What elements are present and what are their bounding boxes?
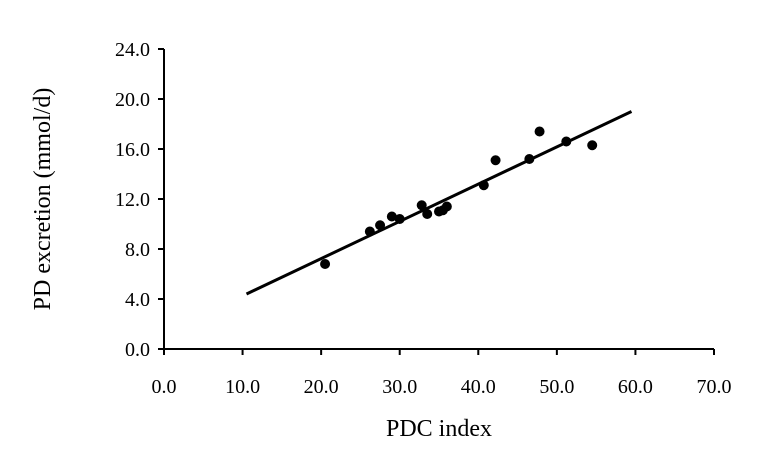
data-point — [386, 211, 397, 222]
y-tick-label: 12.0 — [115, 189, 150, 211]
x-tick-label: 0.0 — [152, 376, 177, 398]
axes — [163, 49, 714, 350]
data-point — [320, 259, 331, 269]
data-point — [490, 155, 501, 166]
y-tick-label: 24.0 — [115, 39, 150, 61]
x-tick-label: 50.0 — [539, 376, 574, 398]
y-tick-label: 4.0 — [125, 289, 150, 311]
y-tick-label: 20.0 — [115, 89, 150, 111]
y-tick-label: 0.0 — [125, 339, 150, 361]
data-point — [422, 209, 433, 219]
data-point — [524, 154, 535, 164]
data-point — [416, 200, 427, 211]
y-tick-label: 16.0 — [115, 139, 150, 161]
data-points — [320, 126, 598, 269]
x-tick-label: 10.0 — [225, 376, 260, 398]
data-point — [441, 201, 452, 212]
y-axis-title: PD excretion (mmol/d) — [30, 88, 56, 311]
x-tick-label: 60.0 — [618, 376, 653, 398]
data-point — [394, 214, 405, 224]
x-tick-label: 20.0 — [304, 376, 339, 398]
trendline-group — [245, 110, 633, 296]
data-point — [587, 140, 598, 151]
x-tick-label: 70.0 — [697, 376, 732, 398]
data-point — [534, 126, 545, 137]
data-point — [364, 226, 375, 237]
y-ticks: 0.0 4.0 8.0 12.0 16.0 20.0 24.0 — [115, 39, 164, 361]
data-point — [561, 136, 572, 147]
data-point — [478, 180, 489, 191]
y-tick-label: 8.0 — [125, 239, 150, 261]
x-ticks: 0.0 10.0 20.0 30.0 40.0 50.0 60.0 70.0 — [152, 349, 732, 398]
trendline — [245, 110, 633, 296]
x-tick-label: 40.0 — [461, 376, 496, 398]
data-point — [375, 220, 386, 231]
x-axis-title: PDC index — [386, 416, 492, 442]
x-tick-label: 30.0 — [382, 376, 417, 398]
